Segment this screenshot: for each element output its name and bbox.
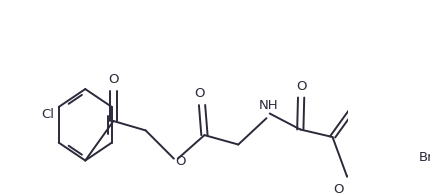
Text: O: O (194, 87, 204, 100)
Text: NH: NH (258, 99, 278, 112)
Text: O: O (175, 155, 185, 168)
Text: O: O (333, 183, 344, 196)
Text: Br: Br (418, 151, 430, 164)
Text: Cl: Cl (41, 108, 54, 121)
Text: O: O (295, 80, 306, 93)
Text: O: O (108, 73, 118, 86)
